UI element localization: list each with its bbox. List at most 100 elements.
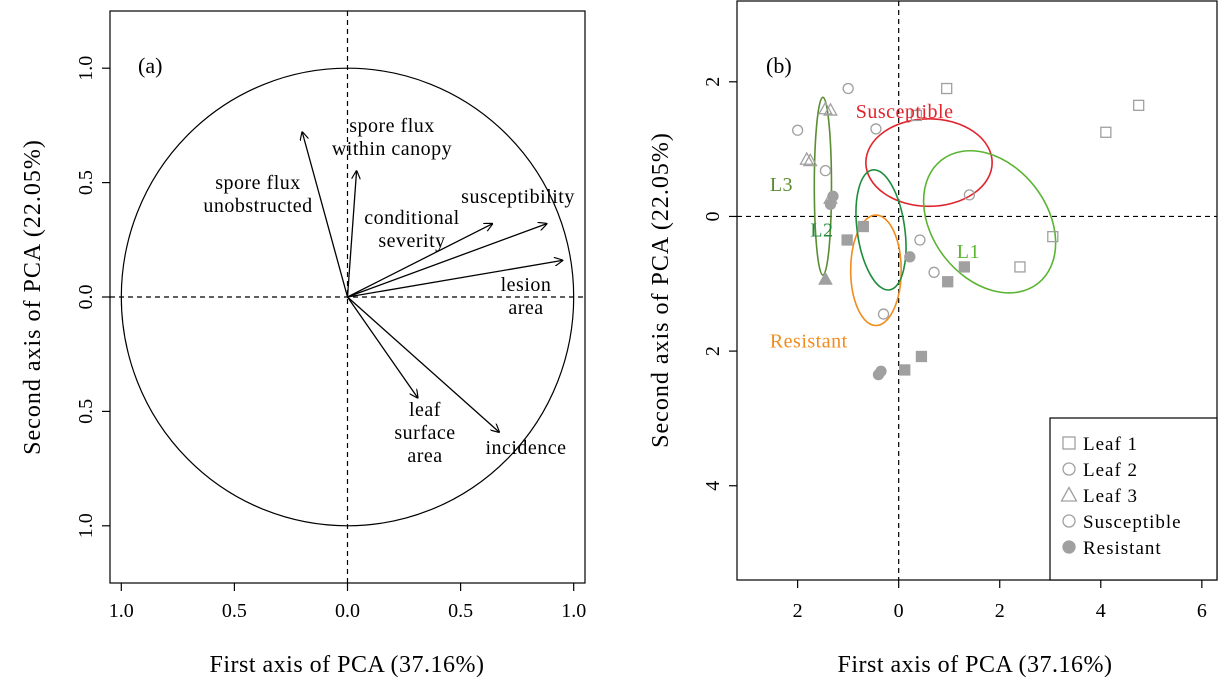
- legend-marker-circle: [1062, 514, 1076, 528]
- x-tick-label: 1.0: [561, 600, 586, 622]
- data-point-circle-filled: [904, 251, 916, 263]
- x-tick-label: 6: [1197, 600, 1207, 622]
- arrow-label-incidence: incidence: [485, 437, 566, 459]
- x-tick-label: 0: [894, 600, 904, 622]
- arrow-label-leaf-surface-area: leaf surface area: [394, 399, 455, 467]
- data-point-circle-open: [819, 165, 832, 177]
- y-tick-label: 0.5: [75, 170, 97, 195]
- panel-b-ellipses: [813, 96, 1057, 327]
- arrow-label-line: lesion: [501, 274, 552, 296]
- x-tick-label: 0.5: [222, 600, 247, 622]
- arrow-label-line: area: [508, 297, 543, 319]
- ellipse-l1: [922, 149, 1057, 294]
- panel-a-ticks: 1.0 0.5 0.0 0.5 1.0 1.0 0.5 0.0 0.5 1.0: [75, 56, 586, 622]
- legend-marker-circle: [1062, 540, 1076, 554]
- ellipse-l2: [855, 169, 907, 291]
- legend-marker-circle: [1062, 462, 1076, 476]
- data-point-circle-open: [870, 123, 882, 135]
- data-point-circle-open: [963, 189, 976, 201]
- arrow-label-line: within canopy: [332, 138, 452, 160]
- arrow-lesion-area: [347, 260, 563, 298]
- y-tick-label: 0.5: [75, 399, 97, 424]
- legend-box: [1049, 417, 1218, 581]
- y-tick-label: 0: [702, 211, 724, 221]
- panel-b: Susceptible Resistant L1 L2 L3 2 0 2 4 6 4 2 0 2 (b)…: [648, 0, 1218, 678]
- arrow-label-lesion-area: lesion area: [501, 274, 552, 319]
- legend-label: Leaf 2: [1083, 460, 1138, 481]
- arrow-label-line: susceptibility: [461, 186, 575, 208]
- x-tick-label: 0.5: [448, 600, 473, 622]
- panel-b-ticks: 2 0 2 4 6 4 2 0 2: [702, 77, 1207, 622]
- y-tick-label: 2: [702, 346, 724, 356]
- data-point-square-filled: [958, 261, 971, 273]
- data-point-square-filled: [841, 234, 853, 246]
- legend-marker-square: [1062, 436, 1076, 450]
- panel-b-reference-lines: [737, 1, 1217, 580]
- data-point-square-open: [1100, 126, 1112, 138]
- arrow-label-line: conditional: [364, 207, 459, 229]
- x-tick-label: 2: [995, 600, 1005, 622]
- y-tick-label: 4: [702, 481, 724, 491]
- arrow-label-spore-flux-unobstructed: spore flux unobstructed: [203, 172, 312, 217]
- panel-a-y-axis-label: Second axis of PCA (22.05%): [20, 139, 46, 455]
- arrow-spore-flux-unobstructed: [302, 132, 349, 298]
- y-tick-label: 1.0: [75, 56, 97, 81]
- data-point-square-filled: [915, 350, 928, 363]
- arrow-spore-flux-within-canopy: [346, 171, 357, 298]
- data-point-triangle-open: [799, 151, 815, 165]
- ellipse-label-l1: L1: [957, 241, 980, 263]
- panel-b-y-axis-label: Second axis of PCA (22.05%): [648, 132, 674, 448]
- data-point-triangle-open: [802, 152, 818, 167]
- ellipse-label-resistant: Resistant: [770, 331, 848, 353]
- legend-label: Resistant: [1083, 538, 1162, 559]
- ellipse-susceptible: [865, 118, 993, 208]
- data-point-square-filled: [857, 220, 869, 233]
- arrow-label-conditional-severity: conditional severity: [364, 207, 459, 252]
- legend-label: Leaf 1: [1083, 434, 1138, 455]
- data-point-circle-open: [877, 308, 890, 320]
- x-tick-label: 2: [793, 600, 803, 622]
- data-point-square-open: [1047, 230, 1059, 243]
- panel-b-label: (b): [766, 53, 792, 78]
- ellipse-resistant: [849, 214, 903, 327]
- arrow-label-spore-flux-within-canopy: spore flux within canopy: [332, 115, 452, 160]
- ellipse-l3: [813, 96, 833, 276]
- ellipse-label-l3: L3: [770, 174, 793, 196]
- panel-b-frame: [736, 0, 1218, 581]
- arrow-label-line: spore flux: [215, 172, 301, 194]
- arrow-leaf-surface-area: [346, 296, 418, 398]
- arrow-label-line: unobstructed: [203, 195, 312, 217]
- data-point-square-open: [910, 109, 923, 122]
- data-point-triangle-open: [823, 102, 838, 116]
- arrow-label-line: severity: [378, 230, 445, 252]
- data-point-circle-filled: [824, 198, 837, 210]
- correlation-circle: [120, 67, 575, 527]
- arrow-label-line: area: [407, 445, 442, 467]
- panel-a-label: (a): [138, 53, 162, 78]
- arrow-label-line: incidence: [485, 437, 566, 459]
- data-point-circle-open: [914, 234, 926, 246]
- data-point-square-open: [1014, 261, 1026, 273]
- panel-a-arrows: [302, 132, 562, 432]
- ellipse-label-susceptible: Susceptible: [856, 101, 954, 123]
- data-point-circle-open: [842, 82, 854, 95]
- ellipse-label-l2: L2: [810, 220, 833, 242]
- x-tick-label: 4: [1096, 600, 1106, 622]
- data-point-square-open: [941, 82, 953, 95]
- data-point-square-open: [1133, 99, 1145, 112]
- panel-b-ellipse-labels: Susceptible Resistant L1 L2 L3: [770, 101, 980, 353]
- data-point-circle-open: [928, 266, 940, 278]
- arrow-label-susceptibility: susceptibility: [461, 186, 575, 208]
- data-point-circle-open: [791, 124, 804, 136]
- y-tick-label: 1.0: [75, 513, 97, 538]
- arrow-label-line: spore flux: [349, 115, 435, 137]
- legend-marker-triangle: [1060, 486, 1078, 502]
- data-point-square-filled: [942, 276, 954, 288]
- y-tick-label: 2: [702, 77, 724, 87]
- panel-b-x-axis-label: First axis of PCA (37.16%): [837, 652, 1112, 678]
- x-tick-label: 1.0: [109, 600, 134, 622]
- panel-a-x-axis-label: First axis of PCA (37.16%): [209, 652, 484, 678]
